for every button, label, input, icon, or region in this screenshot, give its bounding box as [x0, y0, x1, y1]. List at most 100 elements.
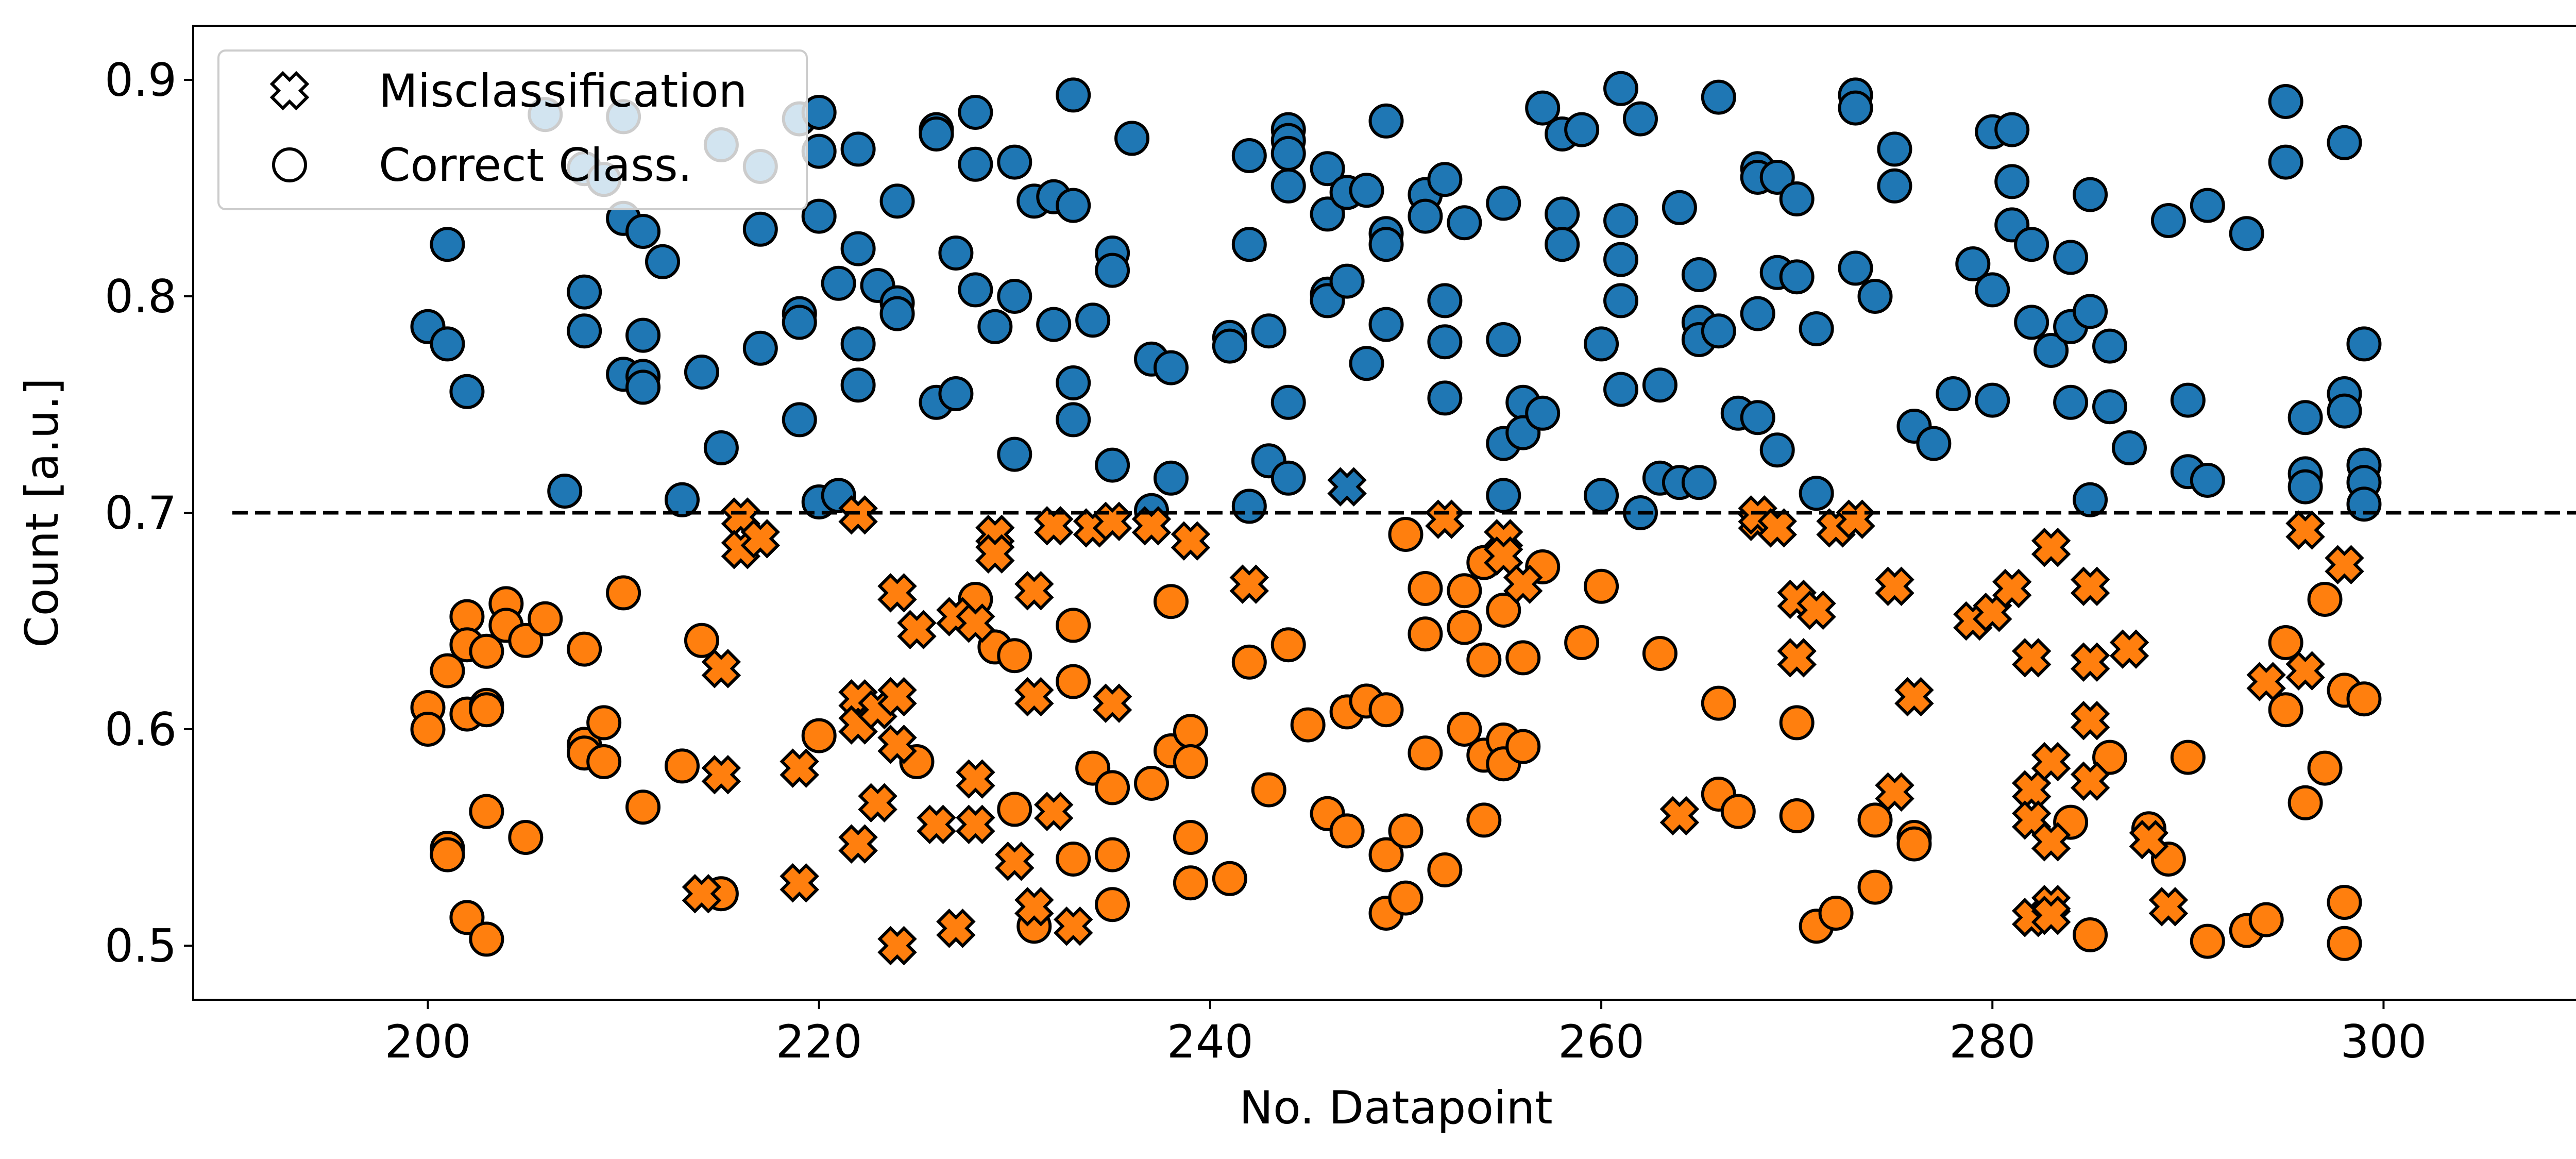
correct-class-point [958, 272, 993, 308]
misclassification-point [2285, 651, 2325, 691]
correct-class-point [1329, 813, 1365, 849]
correct-class-point [1173, 744, 1208, 779]
misclassification-point [1894, 677, 1934, 717]
misclassification-point [1092, 683, 1132, 723]
x-tick-label: 300 [2340, 1015, 2427, 1068]
correct-class-point [1603, 71, 1639, 106]
misclassification-point [1836, 499, 1875, 539]
correct-class-point [1095, 837, 1130, 872]
correct-class-point [684, 355, 719, 390]
misclassification-point [1875, 772, 1914, 812]
correct-class-point [1564, 625, 1600, 660]
correct-class-point [938, 376, 974, 411]
misclassification-point [956, 804, 995, 845]
misclassification-point [975, 534, 1015, 574]
correct-class-point [1095, 253, 1130, 288]
circle-icon [272, 147, 307, 182]
correct-class-point [1994, 112, 2030, 147]
misclassification-point [1092, 501, 1132, 542]
correct-class-point [1427, 852, 1463, 887]
correct-class-point [1310, 151, 1345, 187]
misclassification-point [1229, 564, 1269, 604]
correct-class-point [684, 623, 719, 658]
correct-class-point [2111, 430, 2147, 465]
correct-class-point [1584, 568, 1619, 604]
correct-class-point [1251, 772, 1286, 808]
correct-class-point [1447, 610, 1482, 645]
correct-class-point [1740, 400, 1775, 435]
misclassification-point [1033, 792, 1074, 831]
misclassification-point [917, 804, 956, 845]
correct-class-point [1270, 168, 1306, 204]
correct-class-point [1740, 296, 1775, 331]
misclassification-point [701, 754, 741, 795]
misclassification-point [936, 909, 976, 948]
misclassification-point [1053, 906, 1093, 946]
correct-class-point [1701, 313, 1736, 349]
misclassification-point [2070, 761, 2110, 801]
correct-class-point [1838, 90, 1873, 126]
correct-class-point [625, 790, 661, 825]
correct-class-point [1603, 283, 1639, 318]
correct-class-point [1368, 307, 1404, 342]
correct-class-point [1759, 432, 1795, 468]
misclassification-point [2070, 566, 2110, 607]
correct-class-point [567, 631, 602, 667]
x-tick-label: 200 [385, 1015, 471, 1068]
misclassification-point [1014, 677, 1054, 717]
correct-class-point [821, 265, 856, 301]
misclassification-point [701, 649, 741, 688]
correct-class-point [625, 317, 661, 353]
correct-class-point [1447, 712, 1482, 747]
correct-class-point [1251, 313, 1286, 349]
correct-class-point [1075, 303, 1111, 338]
correct-class-point [1799, 311, 1834, 346]
correct-class-point [2346, 326, 2382, 362]
correct-class-point [1857, 802, 1893, 838]
correct-class-point [1095, 770, 1130, 805]
correct-class-point [2346, 486, 2382, 522]
correct-class-point [2092, 328, 2128, 364]
correct-class-point [1603, 372, 1639, 407]
correct-class-point [1153, 350, 1189, 385]
misclassification-point [1171, 521, 1211, 561]
legend-box [217, 49, 808, 210]
correct-class-point [1779, 259, 1815, 295]
correct-class-point [1584, 478, 1619, 513]
misclassification-point [2070, 642, 2110, 682]
correct-class-point [1134, 766, 1170, 801]
misclassification-point [682, 874, 722, 914]
correct-class-point [782, 402, 817, 438]
misclassification-point [1992, 568, 2032, 609]
misclassification-point [779, 748, 819, 788]
correct-class-point [742, 330, 778, 366]
correct-class-point [1564, 112, 1600, 147]
correct-class-point [2229, 216, 2264, 251]
correct-class-point [1408, 616, 1443, 652]
misclassification-point [2109, 629, 2149, 669]
y-axis-label: Count [a.u.] [15, 378, 69, 648]
misclassification-point [956, 603, 995, 643]
correct-class-point [879, 296, 915, 331]
correct-class-point [430, 227, 465, 262]
correct-class-point [2014, 227, 2049, 262]
correct-class-point [2190, 188, 2225, 223]
correct-class-point [1173, 820, 1208, 855]
misclassification-point [858, 783, 897, 823]
misclassification-point [740, 519, 781, 559]
correct-class-point [1388, 880, 1423, 916]
correct-class-point [2307, 582, 2343, 617]
correct-class-point [1857, 869, 1893, 905]
misclassification-point [2031, 742, 2071, 782]
correct-class-point [2327, 125, 2362, 160]
correct-class-point [1759, 160, 1795, 195]
misclassification-point [1014, 887, 1054, 927]
misclassification-point [779, 863, 819, 903]
correct-class-point [997, 792, 1032, 827]
correct-class-point [2073, 482, 2108, 517]
correct-class-point [1525, 395, 1561, 431]
correct-class-point [2346, 681, 2382, 717]
correct-class-point [2268, 84, 2303, 119]
correct-class-point [1936, 376, 1971, 411]
correct-class-point [840, 367, 876, 403]
